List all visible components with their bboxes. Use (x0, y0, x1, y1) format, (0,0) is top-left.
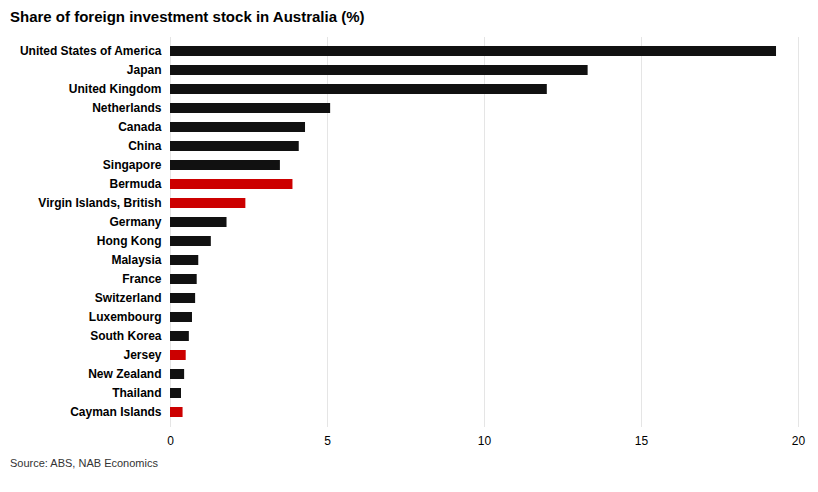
svg-text:10: 10 (478, 434, 492, 448)
svg-text:Jersey: Jersey (123, 348, 161, 362)
svg-text:Bermuda: Bermuda (109, 177, 161, 191)
svg-text:Virgin Islands, British: Virgin Islands, British (38, 196, 161, 210)
svg-text:Germany: Germany (109, 215, 161, 229)
svg-text:5: 5 (324, 434, 331, 448)
svg-text:20: 20 (792, 434, 806, 448)
svg-text:Netherlands: Netherlands (92, 101, 162, 115)
svg-text:Canada: Canada (118, 120, 162, 134)
svg-text:Malaysia: Malaysia (111, 253, 161, 267)
html-text:Source: ABS, NAB Economics: Source: ABS, NAB Economics (10, 457, 158, 469)
svg-text:New Zealand: New Zealand (88, 367, 161, 381)
svg-text:Thailand: Thailand (112, 386, 161, 400)
svg-text:Cayman Islands: Cayman Islands (70, 405, 162, 419)
svg-text:France: France (122, 272, 162, 286)
svg-text:Singapore: Singapore (103, 158, 162, 172)
svg-text:15: 15 (635, 434, 649, 448)
svg-text:Switzerland: Switzerland (95, 291, 162, 305)
html-text:Share of foreign investment st: Share of foreign investment stock in Aus… (10, 8, 365, 25)
svg-text:0: 0 (167, 434, 174, 448)
svg-text:Hong Kong: Hong Kong (97, 234, 162, 248)
svg-text:United States of America: United States of America (20, 44, 162, 58)
svg-text:Japan: Japan (127, 63, 162, 77)
svg-text:China: China (128, 139, 162, 153)
svg-text:South Korea: South Korea (90, 329, 162, 343)
svg-text:Luxembourg: Luxembourg (89, 310, 162, 324)
svg-text:United Kingdom: United Kingdom (69, 82, 162, 96)
